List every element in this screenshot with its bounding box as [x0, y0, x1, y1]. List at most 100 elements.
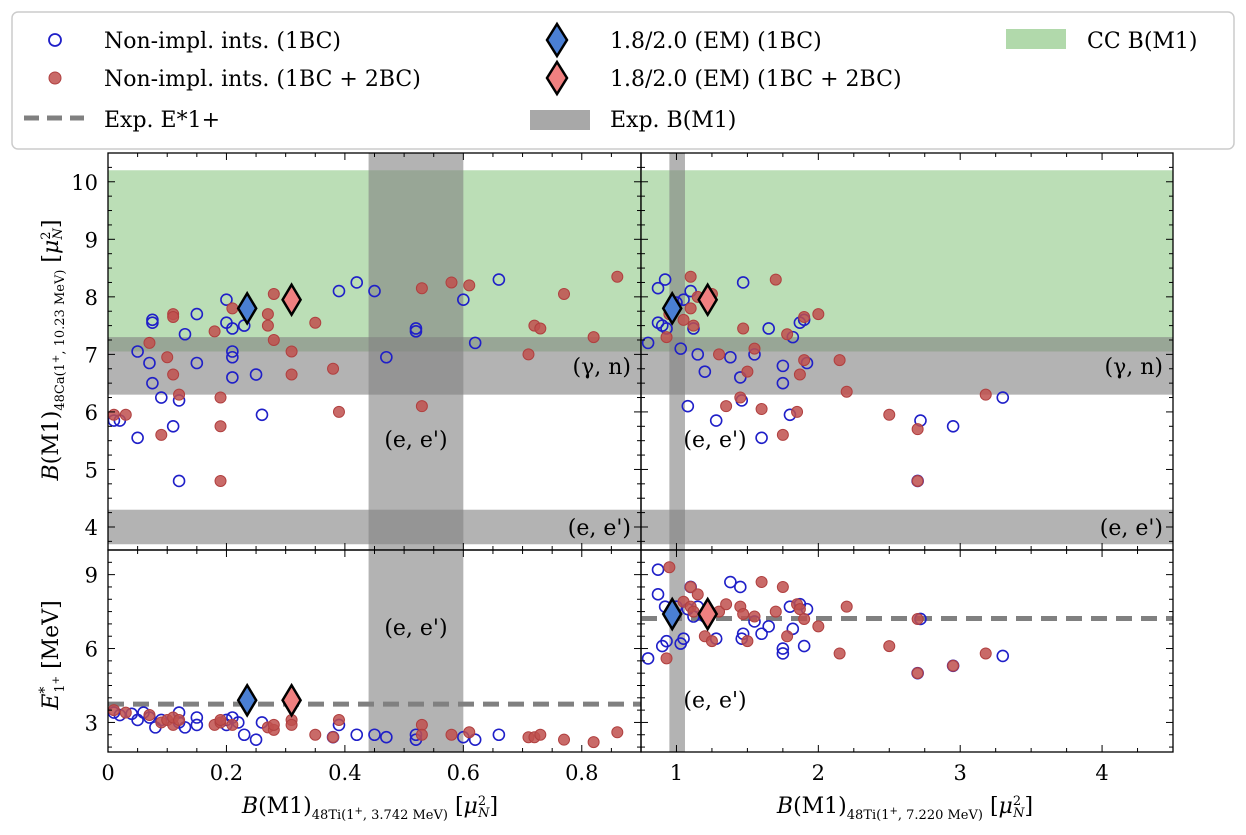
point-1bc	[776, 647, 790, 660]
band-label: (γ, n)	[573, 355, 631, 380]
point-1bc	[492, 728, 506, 742]
axis-labels: B(M1)48Ti(1+, 3.742 MeV) [μ2 N] B(M1)48Ti…	[37, 219, 1033, 823]
point-1bc	[996, 391, 1010, 404]
point-2bc	[285, 345, 298, 358]
legend-marker-2bc	[48, 71, 62, 85]
point-2bc	[267, 333, 280, 346]
point-1bc	[237, 728, 251, 742]
point-2bc	[911, 423, 924, 436]
point-2bc	[684, 270, 697, 283]
point-2bc	[660, 652, 673, 665]
diamond-em-1bc	[236, 682, 258, 718]
band-exp-x	[368, 153, 464, 550]
legend-marker-em-1bc	[545, 21, 569, 59]
point-2bc	[267, 287, 280, 300]
point-1bc	[143, 356, 156, 370]
x-tick-label: 1	[670, 761, 683, 785]
point-1bc	[709, 414, 723, 427]
point-2bc	[611, 726, 624, 739]
point-2bc	[755, 576, 768, 589]
point-1bc	[468, 733, 482, 746]
point-2bc	[214, 474, 227, 487]
point-1bc	[762, 322, 775, 335]
y-tick-label: 9	[85, 228, 98, 252]
point-2bc	[947, 659, 960, 672]
point-2bc	[776, 428, 789, 441]
band-label: (e, e')	[1100, 516, 1163, 541]
y-axis-label-top: B(M1)48Ca(1+, 10.23 MeV) [μ2N]	[39, 219, 68, 481]
x-tick-label: 0	[101, 761, 114, 785]
point-2bc	[173, 713, 186, 726]
point-1bc	[380, 730, 393, 744]
x-tick-label: 0.2	[210, 761, 243, 785]
band-label: (e, e')	[384, 616, 447, 641]
legend-label-1bc: Non-impl. ints. (1BC)	[104, 29, 341, 54]
panel-bottom-left: (e, e') 0 0.2 0.4 0.6 0.8 3 6 9	[85, 549, 642, 785]
point-2bc	[911, 667, 924, 680]
point-2bc	[748, 610, 761, 623]
y-tick-label: 6	[85, 638, 98, 662]
point-2bc	[208, 325, 221, 338]
point-2bc	[226, 302, 239, 315]
band-label: (γ, n)	[1105, 355, 1163, 380]
point-1bc	[492, 273, 506, 286]
point-1bc	[734, 580, 747, 594]
point-1bc	[681, 399, 695, 413]
x-tick-label: 4	[1095, 761, 1108, 785]
point-2bc	[107, 408, 120, 421]
point-2bc	[776, 580, 789, 593]
legend-frame	[11, 11, 1235, 150]
point-2bc	[143, 336, 156, 349]
point-2bc	[611, 270, 624, 283]
diamond-em-2bc	[281, 682, 303, 718]
x-tick-label: 0.6	[447, 761, 480, 785]
point-1bc	[226, 371, 239, 384]
legend-label-exp-e: Exp. E*1+	[104, 108, 220, 133]
point-1bc	[249, 733, 263, 746]
point-2bc	[812, 620, 825, 633]
point-1bc	[190, 718, 204, 732]
x-tick-label: 0.8	[565, 761, 598, 785]
point-1bc	[651, 281, 665, 295]
point-2bc	[332, 405, 345, 418]
legend-label-cc: CC B(M1)	[1087, 29, 1198, 54]
point-2bc	[214, 391, 227, 404]
band-exp-x	[368, 550, 464, 752]
legend-label-em-1bc: 1.8/2.0 (EM) (1BC)	[610, 29, 822, 54]
point-2bc	[119, 706, 132, 719]
point-1bc	[172, 474, 186, 488]
point-2bc	[741, 635, 754, 648]
point-2bc	[587, 736, 600, 749]
diamond-em-1bc	[661, 596, 683, 632]
band-exp-y	[641, 337, 1173, 395]
point-2bc	[119, 408, 132, 421]
point-1bc	[131, 431, 144, 445]
point-1bc	[755, 627, 768, 641]
point-2bc	[769, 605, 782, 618]
y-tick-label: 10	[71, 171, 98, 195]
point-2bc	[793, 368, 806, 381]
point-1bc	[350, 276, 364, 289]
point-1bc	[996, 649, 1010, 663]
point-1bc	[776, 376, 790, 390]
point-2bc	[734, 391, 747, 404]
point-2bc	[463, 279, 476, 292]
point-2bc	[798, 310, 811, 323]
point-2bc	[327, 731, 340, 744]
y-tick-label: 7	[85, 343, 98, 367]
point-1bc	[226, 322, 239, 335]
point-2bc	[261, 308, 274, 321]
band-exp-y	[641, 509, 1173, 545]
diamond-em-2bc	[697, 282, 719, 318]
point-1bc	[776, 359, 790, 373]
point-2bc	[781, 328, 794, 341]
point-2bc	[309, 316, 322, 329]
legend-label-2bc: Non-impl. ints. (1BC + 2BC)	[104, 67, 421, 92]
point-1bc	[178, 721, 192, 734]
point-2bc	[445, 276, 458, 289]
point-2bc	[833, 647, 846, 660]
point-2bc	[979, 388, 992, 401]
point-2bc	[720, 400, 733, 413]
point-2bc	[558, 733, 571, 746]
diamond-em-2bc	[697, 596, 719, 632]
